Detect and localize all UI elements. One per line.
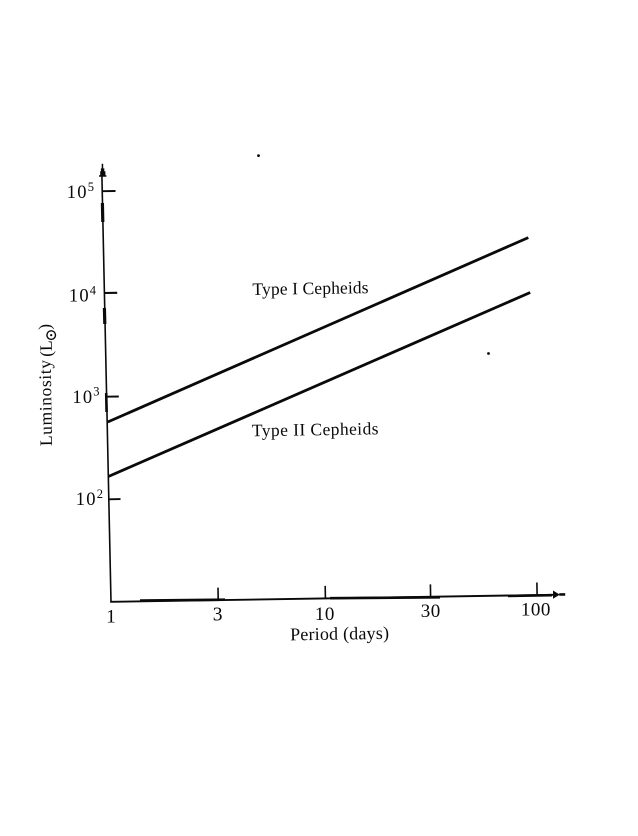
svg-text:Type I Cepheids: Type I Cepheids: [252, 277, 369, 299]
svg-text:100: 100: [521, 600, 551, 621]
svg-text:105: 105: [67, 180, 95, 203]
svg-text:(L: (L: [36, 340, 56, 357]
svg-text:104: 104: [69, 283, 97, 306]
svg-text:3: 3: [213, 605, 223, 626]
svg-text:Type II Cepheids: Type II Cepheids: [252, 418, 379, 440]
svg-text:103: 103: [72, 385, 100, 408]
svg-text:30: 30: [421, 601, 441, 622]
svg-text:Period (days): Period (days): [290, 623, 389, 646]
svg-text:1: 1: [106, 606, 116, 627]
svg-text:10: 10: [315, 604, 335, 625]
svg-text:Luminosity: Luminosity: [35, 359, 56, 446]
svg-text:102: 102: [76, 487, 104, 510]
svg-text:): ): [34, 324, 54, 330]
